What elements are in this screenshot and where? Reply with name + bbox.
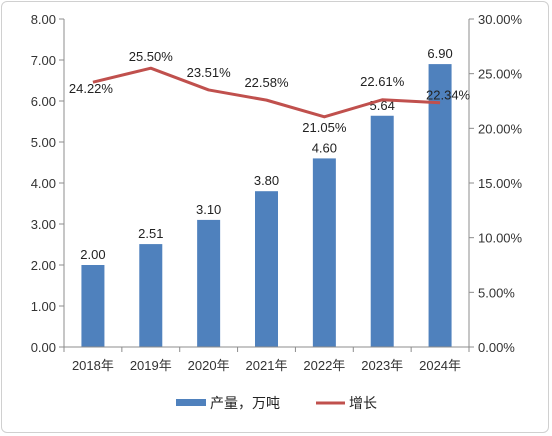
- left-tick-label: 5.00: [31, 135, 56, 150]
- right-tick-label: 10.00%: [478, 231, 523, 246]
- legend: 产量，万吨 增长: [176, 396, 377, 412]
- x-tick-label: 2020年: [188, 358, 230, 373]
- bar-value-label: 4.60: [312, 140, 337, 155]
- legend-swatch-bar: [176, 399, 206, 406]
- bar-value-label: 2.51: [138, 226, 163, 241]
- bar-value-label: 3.10: [196, 202, 221, 217]
- x-tick-label: 2022年: [303, 358, 345, 373]
- left-tick-label: 3.00: [31, 217, 56, 232]
- bar-value-label: 2.00: [80, 247, 105, 262]
- right-tick-label: 15.00%: [478, 176, 523, 191]
- bar-value-label: 3.80: [254, 173, 279, 188]
- bar: [197, 219, 221, 347]
- right-tick-label: 25.00%: [478, 67, 523, 82]
- bar-series: 2.002.513.103.804.605.646.90: [80, 46, 453, 347]
- right-tick-label: 0.00%: [478, 340, 515, 355]
- x-tick-label: 2023年: [361, 358, 403, 373]
- right-tick-label: 20.00%: [478, 121, 523, 136]
- line-value-label: 22.58%: [244, 75, 289, 90]
- line-value-label: 24.22%: [69, 81, 114, 96]
- x-tick-label: 2021年: [246, 358, 288, 373]
- bar: [312, 158, 336, 347]
- bar: [81, 265, 105, 347]
- bar: [428, 64, 452, 347]
- left-tick-label: 4.00: [31, 176, 56, 191]
- left-tick-label: 2.00: [31, 258, 56, 273]
- line-value-label: 22.61%: [360, 74, 405, 89]
- right-tick-label: 5.00%: [478, 285, 515, 300]
- left-tick-label: 7.00: [31, 53, 56, 68]
- line-series: 24.22% 25.50% 23.51% 22.58% 21.05% 22.61% 22.3…: [69, 49, 471, 135]
- left-tick-label: 1.00: [31, 299, 56, 314]
- line-value-label: 23.51%: [187, 65, 232, 80]
- line-value-label: 22.34%: [426, 88, 471, 103]
- legend-label-line: 增长: [349, 396, 377, 412]
- legend-label-bar: 产量，万吨: [210, 396, 280, 412]
- left-axis: 0.00 1.00 2.00 3.00 4.00 5.00 6.00 7.00 8.00: [31, 12, 65, 355]
- line-value-label: 21.05%: [302, 120, 347, 135]
- bar: [255, 191, 278, 347]
- x-tick-label: 2018年: [72, 358, 114, 373]
- line-path: [92, 66, 441, 119]
- left-tick-label: 8.00: [31, 12, 56, 27]
- right-axis: 0.00% 5.00% 10.00% 15.00% 20.00% 25.00% 30.00%: [468, 12, 523, 355]
- left-tick-label: 6.00: [31, 94, 56, 109]
- x-tick-label: 2024年: [419, 358, 461, 373]
- x-axis: 2018年 2019年 2020年 2021年 2022年 2023年 2024年: [63, 346, 470, 373]
- bar-value-label: 6.90: [427, 46, 452, 61]
- line-value-label: 25.50%: [129, 49, 174, 64]
- bar: [370, 115, 394, 347]
- bar: [139, 244, 163, 347]
- x-tick-label: 2019年: [130, 358, 172, 373]
- left-tick-label: 0.00: [31, 340, 56, 355]
- right-tick-label: 30.00%: [478, 12, 523, 27]
